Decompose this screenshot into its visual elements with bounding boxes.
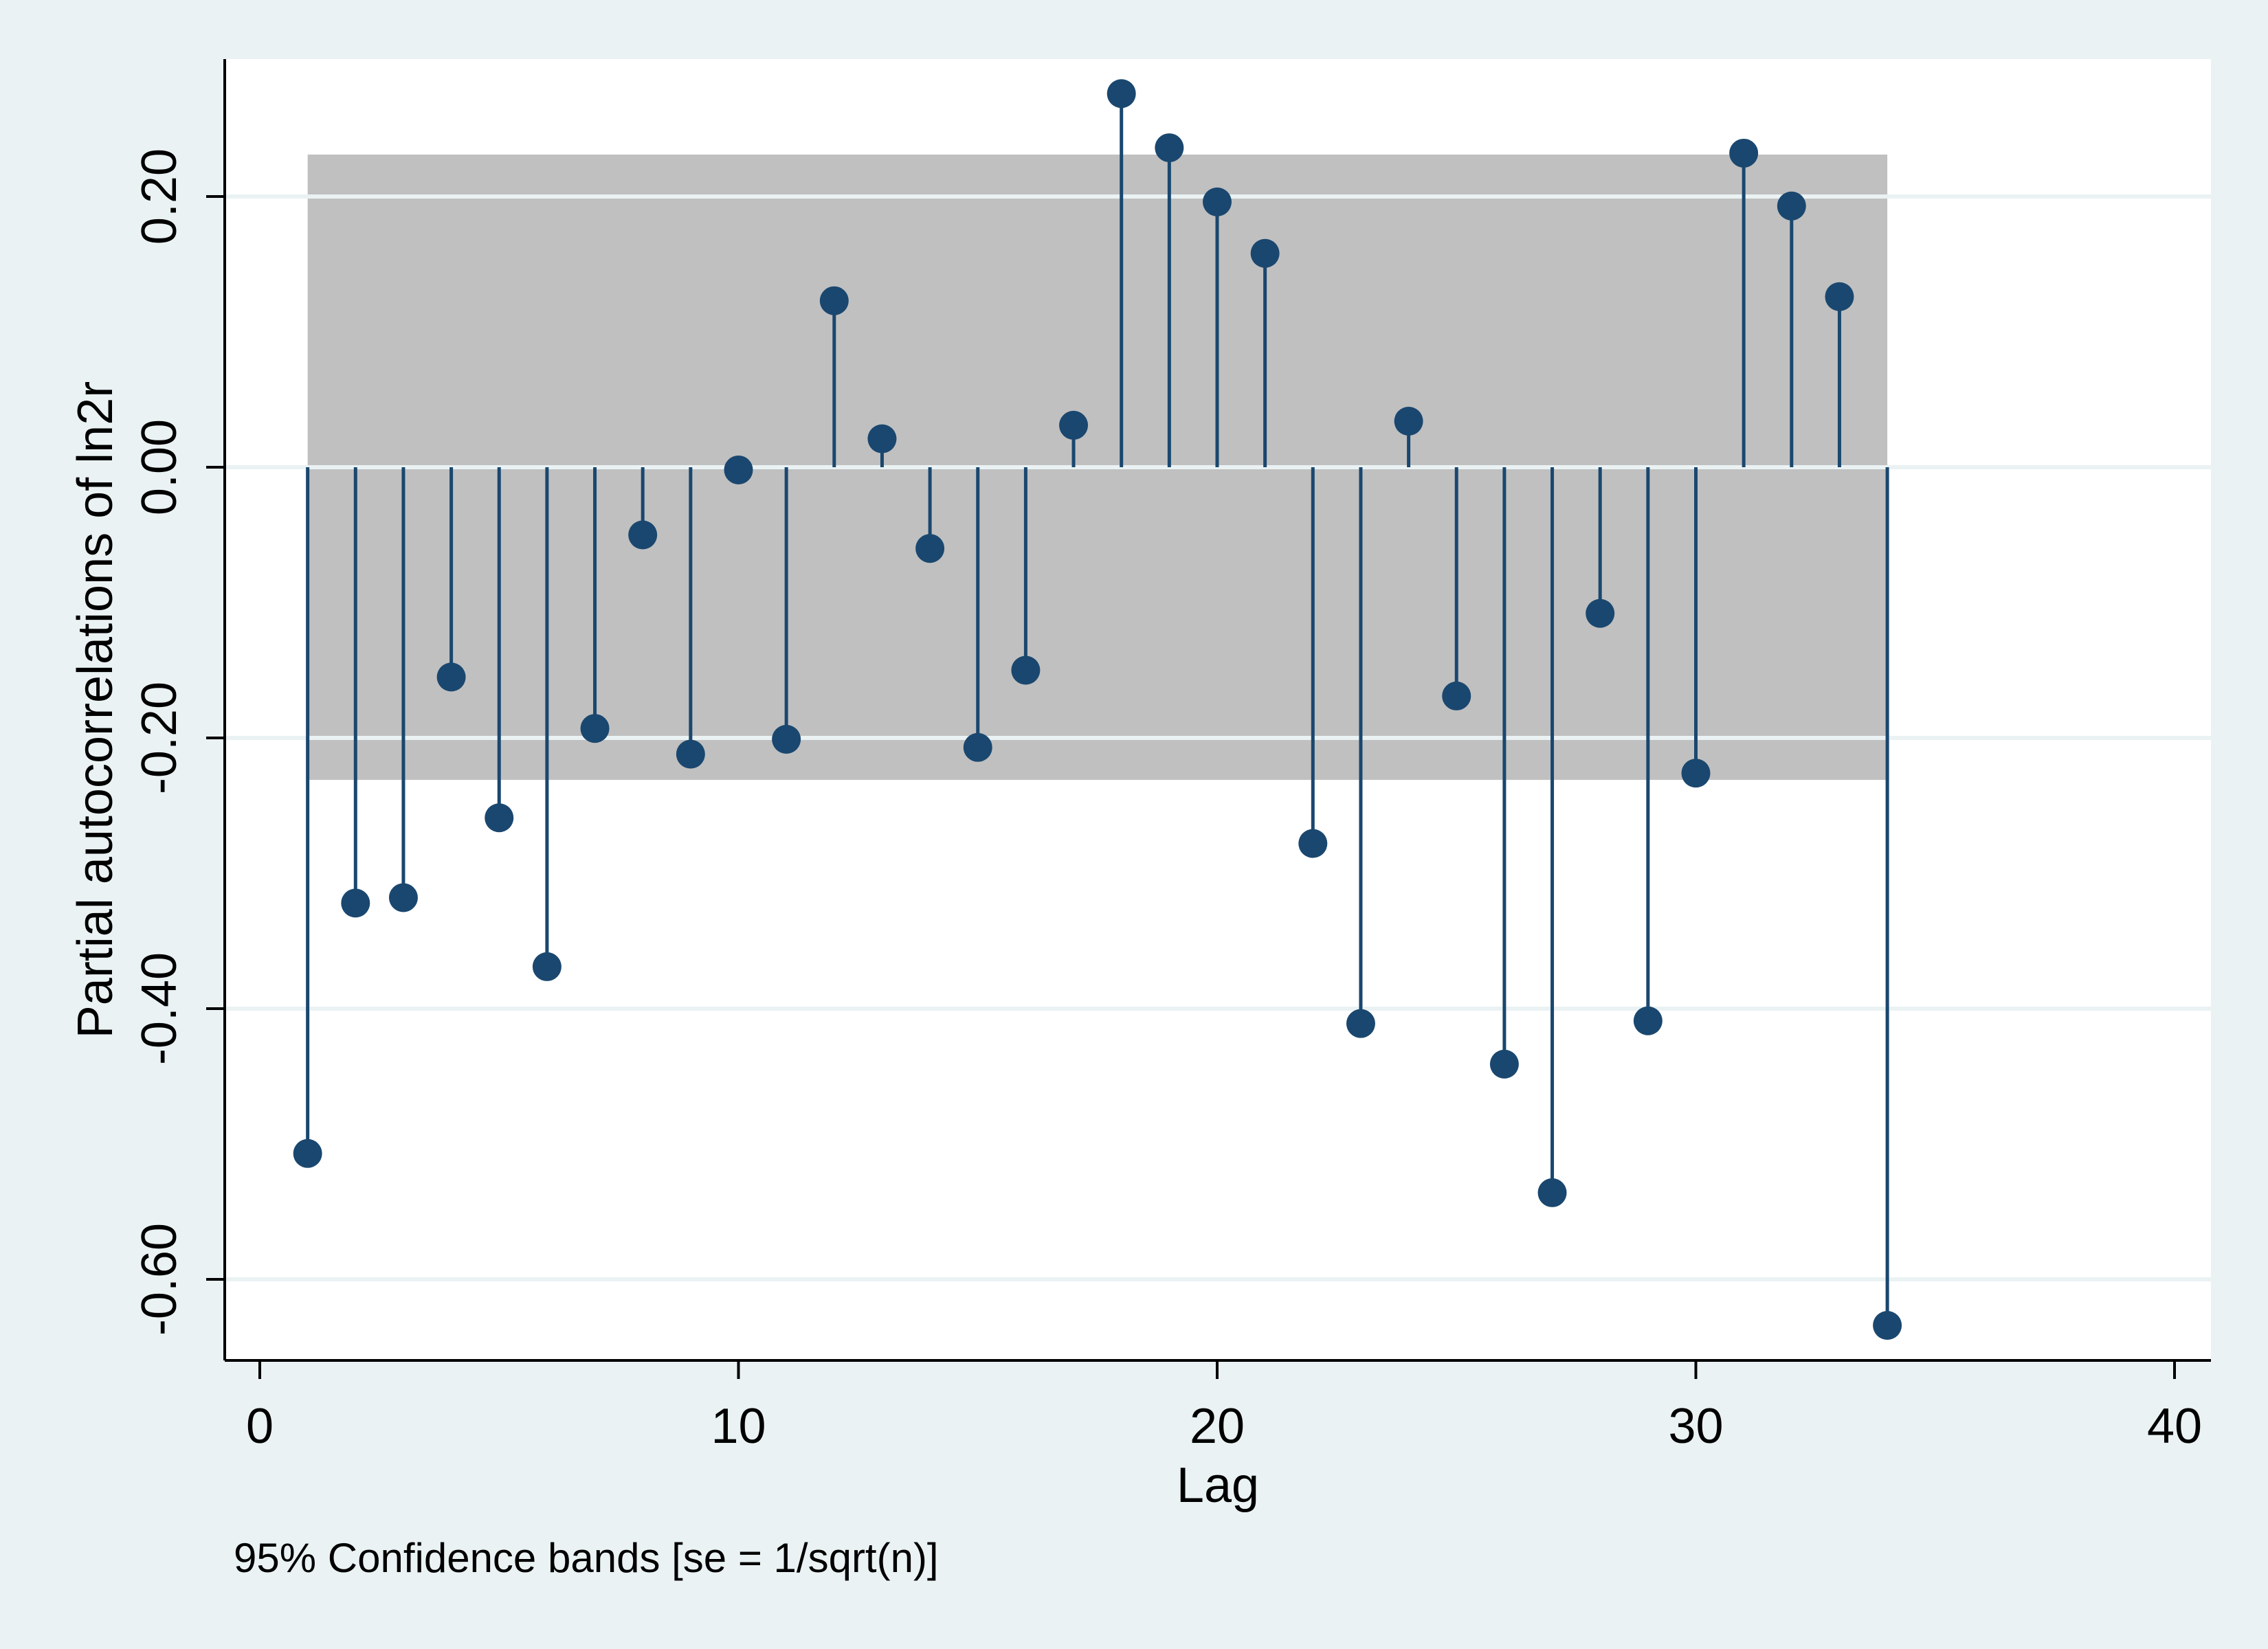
y-tick-label: 0.20	[132, 148, 187, 245]
x-tick-label: 30	[1668, 1399, 1723, 1454]
x-tick-label: 10	[711, 1399, 766, 1454]
stem-marker	[963, 732, 992, 762]
y-tick-label: -0.40	[132, 952, 187, 1065]
x-tick-label: 40	[2147, 1399, 2202, 1454]
stem-marker	[485, 803, 514, 833]
stem-marker	[1873, 1310, 1902, 1340]
y-axis-title: Partial autocorrelations of ln2r	[68, 381, 123, 1039]
stem-marker	[1442, 681, 1471, 710]
stem-marker	[1203, 187, 1232, 216]
stem-marker	[819, 286, 849, 315]
stem-marker	[1346, 1009, 1375, 1038]
stem-marker	[580, 714, 610, 743]
x-axis-title: Lag	[1177, 1458, 1259, 1513]
y-tick-label: -0.60	[132, 1223, 187, 1336]
stem-marker	[915, 534, 945, 563]
stem-marker	[1107, 79, 1136, 109]
stem-marker	[1777, 191, 1806, 221]
stem-marker	[1059, 410, 1089, 440]
stem-marker	[1011, 655, 1041, 685]
stem-marker	[1729, 138, 1759, 168]
stem-marker	[388, 883, 418, 912]
stem-marker	[867, 424, 897, 453]
y-tick-label: -0.20	[132, 682, 187, 794]
y-tick-label: 0.00	[132, 419, 187, 515]
stem-marker	[724, 455, 753, 484]
stem-marker	[1825, 282, 1854, 311]
stem-marker	[532, 952, 562, 981]
stem-marker	[436, 662, 466, 692]
stem-marker	[772, 724, 801, 754]
stem-marker	[1298, 829, 1328, 858]
stem-marker	[1537, 1178, 1567, 1207]
x-tick-label: 20	[1190, 1399, 1245, 1454]
x-tick-label: 0	[246, 1399, 274, 1454]
stem-marker	[1681, 759, 1711, 788]
confidence-band-note: 95% Confidence bands [se = 1/sqrt(n)]	[234, 1535, 939, 1581]
stem-marker	[1633, 1006, 1663, 1035]
stem-marker	[293, 1138, 322, 1168]
stem-marker	[1250, 238, 1280, 268]
stem-marker	[1489, 1049, 1519, 1079]
stem-marker	[676, 739, 705, 769]
stem-marker	[341, 888, 370, 918]
stem-marker	[1586, 598, 1615, 628]
stem-marker	[1155, 133, 1184, 163]
stem-marker	[1394, 407, 1423, 436]
stem-marker	[628, 520, 658, 550]
